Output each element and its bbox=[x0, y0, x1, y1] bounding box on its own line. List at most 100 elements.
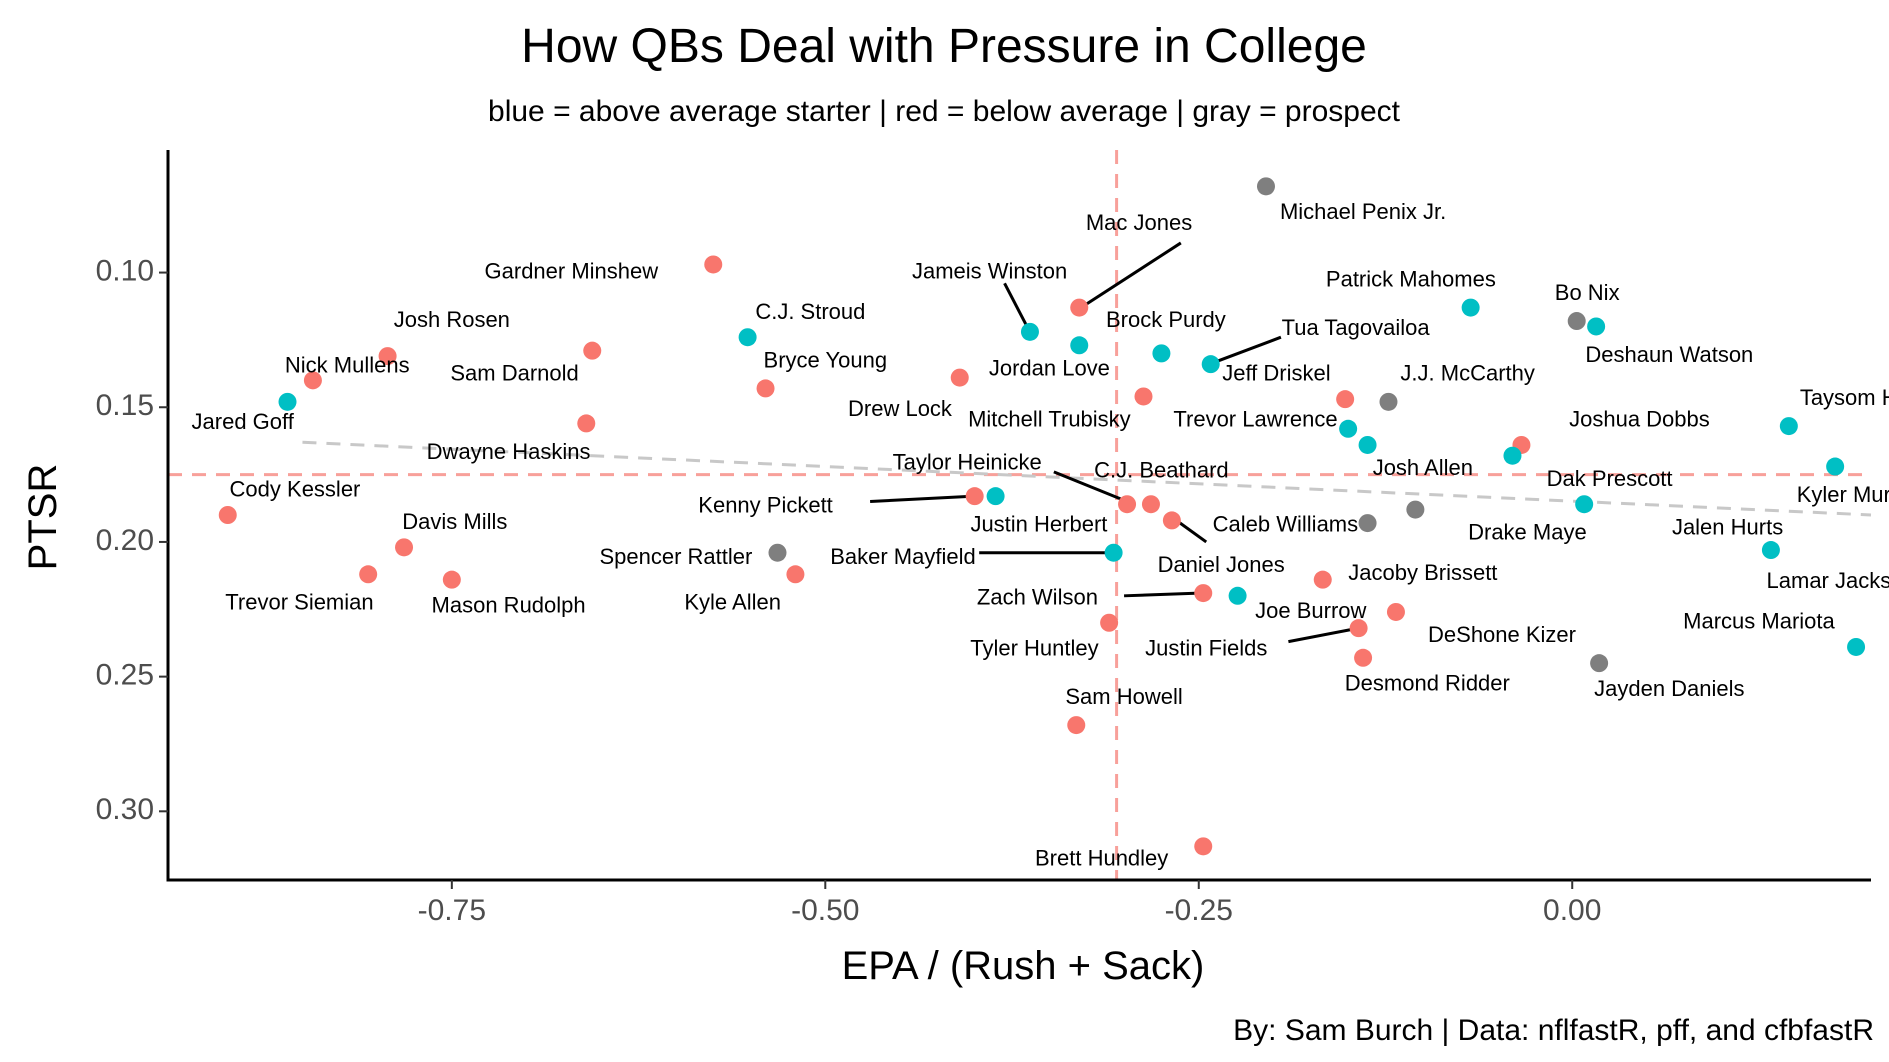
point-mitchell-trubisky bbox=[1336, 390, 1355, 409]
reference-lines bbox=[168, 150, 1871, 880]
y-tick-label: 0.25 bbox=[96, 659, 154, 692]
x-tick-label: -0.50 bbox=[791, 894, 859, 927]
point-kyle-allen bbox=[786, 565, 805, 584]
y-tick-label: 0.15 bbox=[96, 389, 154, 422]
label-deshone-kizer: DeShone Kizer bbox=[1428, 622, 1576, 647]
label-jayden-daniels: Jayden Daniels bbox=[1594, 676, 1744, 701]
point-mason-rudolph bbox=[442, 570, 461, 589]
label-mitchell-trubisky: Mitchell Trubisky bbox=[968, 407, 1131, 432]
label-zach-wilson: Zach Wilson bbox=[977, 584, 1098, 609]
leader-line bbox=[1053, 470, 1128, 503]
label-davis-mills: Davis Mills bbox=[402, 509, 507, 534]
point-brock-purdy bbox=[1070, 336, 1089, 355]
label-baker-mayfield: Baker Mayfield bbox=[830, 544, 976, 569]
point-dwayne-haskins bbox=[577, 414, 596, 433]
point-brett-hundley bbox=[1194, 837, 1213, 856]
label-c-j-stroud: C.J. Stroud bbox=[755, 299, 865, 324]
point-drake-maye bbox=[1358, 514, 1377, 533]
trend-line bbox=[302, 440, 1872, 517]
label-taysom-hill: Taysom Hill bbox=[1800, 385, 1889, 410]
label-justin-fields: Justin Fields bbox=[1145, 635, 1267, 660]
point-j-j-mccarthy bbox=[1379, 392, 1398, 411]
label-sam-howell: Sam Howell bbox=[1065, 684, 1182, 709]
point-tyler-huntley bbox=[1100, 613, 1119, 632]
point-dak-prescott bbox=[1503, 446, 1522, 465]
point-jared-goff bbox=[278, 392, 297, 411]
point-sam-howell bbox=[1067, 716, 1086, 735]
label-dwayne-haskins: Dwayne Haskins bbox=[427, 439, 591, 464]
y-tick-label: 0.30 bbox=[96, 793, 154, 826]
label-jared-goff: Jared Goff bbox=[192, 409, 295, 434]
point-justin-herbert bbox=[986, 487, 1005, 506]
x-axis-title: EPA / (Rush + Sack) bbox=[842, 944, 1205, 988]
label-taylor-heinicke: Taylor Heinicke bbox=[893, 450, 1042, 475]
leader-line bbox=[870, 494, 975, 504]
point-jordan-love bbox=[950, 368, 969, 387]
label-brock-purdy: Brock Purdy bbox=[1106, 307, 1226, 332]
label-daniel-jones: Daniel Jones bbox=[1158, 552, 1285, 577]
point-taysom-hill bbox=[1779, 417, 1798, 436]
label-tyler-huntley: Tyler Huntley bbox=[970, 635, 1098, 660]
label-trevor-siemian: Trevor Siemian bbox=[225, 590, 373, 615]
point-marcus-mariota bbox=[1847, 637, 1866, 656]
point-baker-mayfield bbox=[1104, 543, 1123, 562]
label-drew-lock: Drew Lock bbox=[848, 396, 953, 421]
label-jordan-love: Jordan Love bbox=[989, 355, 1110, 380]
point-bryce-young bbox=[756, 379, 775, 398]
leader-line bbox=[1288, 626, 1359, 644]
chart-subtitle: blue = above average starter | red = bel… bbox=[488, 95, 1401, 128]
trend-line-segment bbox=[302, 440, 1872, 517]
point-justin-fields bbox=[1349, 619, 1368, 638]
point-patrick-mahomes bbox=[1461, 298, 1480, 317]
label-joe-burrow: Joe Burrow bbox=[1255, 598, 1366, 623]
point-labels: Michael Penix Jr. Gardner Minshew Mac Jone… bbox=[192, 199, 1889, 870]
label-drake-maye: Drake Maye bbox=[1468, 520, 1587, 545]
label-deshaun-watson: Deshaun Watson bbox=[1585, 342, 1753, 367]
label-trevor-lawrence: Trevor Lawrence bbox=[1173, 407, 1337, 432]
point-gardner-minshew bbox=[704, 255, 723, 274]
label-jeff-driskel: Jeff Driskel bbox=[1222, 361, 1330, 386]
point-mac-jones bbox=[1070, 298, 1089, 317]
label-mason-rudolph: Mason Rudolph bbox=[432, 592, 586, 617]
point-jameis-winston bbox=[1020, 322, 1039, 341]
point-deshaun-watson bbox=[1587, 317, 1606, 336]
label-c-j-beathard: C.J. Beathard bbox=[1094, 458, 1229, 483]
point-c-j-stroud bbox=[738, 328, 757, 347]
label-sam-darnold: Sam Darnold bbox=[450, 361, 578, 386]
label-nick-mullens: Nick Mullens bbox=[285, 353, 410, 378]
point-bo-nix bbox=[1567, 312, 1586, 331]
label-kyle-allen: Kyle Allen bbox=[684, 590, 781, 615]
label-justin-herbert: Justin Herbert bbox=[970, 512, 1107, 537]
leader-line bbox=[1216, 335, 1282, 363]
label-desmond-ridder: Desmond Ridder bbox=[1345, 671, 1510, 696]
label-lamar-jackson: Lamar Jackson bbox=[1767, 568, 1889, 593]
point-joe-burrow bbox=[1386, 602, 1405, 621]
label-jalen-hurts: Jalen Hurts bbox=[1672, 514, 1783, 539]
label-bo-nix: Bo Nix bbox=[1555, 280, 1620, 305]
point-sam-darnold bbox=[583, 341, 602, 360]
leader-line bbox=[1175, 519, 1208, 544]
y-axis-title: PTSR bbox=[21, 464, 65, 571]
point-josh-allen bbox=[1358, 435, 1377, 454]
x-tick-label: 0.00 bbox=[1543, 894, 1601, 927]
y-tick-label: 0.10 bbox=[96, 254, 154, 287]
label-leader-lines bbox=[870, 241, 1359, 644]
x-tick-label: -0.75 bbox=[418, 894, 486, 927]
y-tick-label: 0.20 bbox=[96, 524, 154, 557]
point-jeff-driskel bbox=[1152, 344, 1171, 363]
point-josh-rosen bbox=[378, 347, 397, 366]
label-cody-kessler: Cody Kessler bbox=[230, 477, 361, 502]
point-spencer-rattler bbox=[768, 543, 787, 562]
label-josh-rosen: Josh Rosen bbox=[394, 307, 510, 332]
point-trevor-siemian bbox=[359, 565, 378, 584]
label-j-j-mccarthy: J.J. McCarthy bbox=[1400, 361, 1534, 386]
label-bryce-young: Bryce Young bbox=[764, 347, 888, 372]
point-cody-kessler bbox=[218, 506, 237, 524]
chart-caption: By: Sam Burch | Data: nflfastR, pff, and… bbox=[1233, 1014, 1874, 1047]
point-desmond-ridder bbox=[1354, 648, 1373, 667]
label-dak-prescott: Dak Prescott bbox=[1547, 466, 1673, 491]
label-jameis-winston: Jameis Winston bbox=[912, 258, 1067, 283]
point-davis-mills bbox=[395, 538, 414, 557]
label-brett-hundley: Brett Hundley bbox=[1035, 846, 1168, 871]
